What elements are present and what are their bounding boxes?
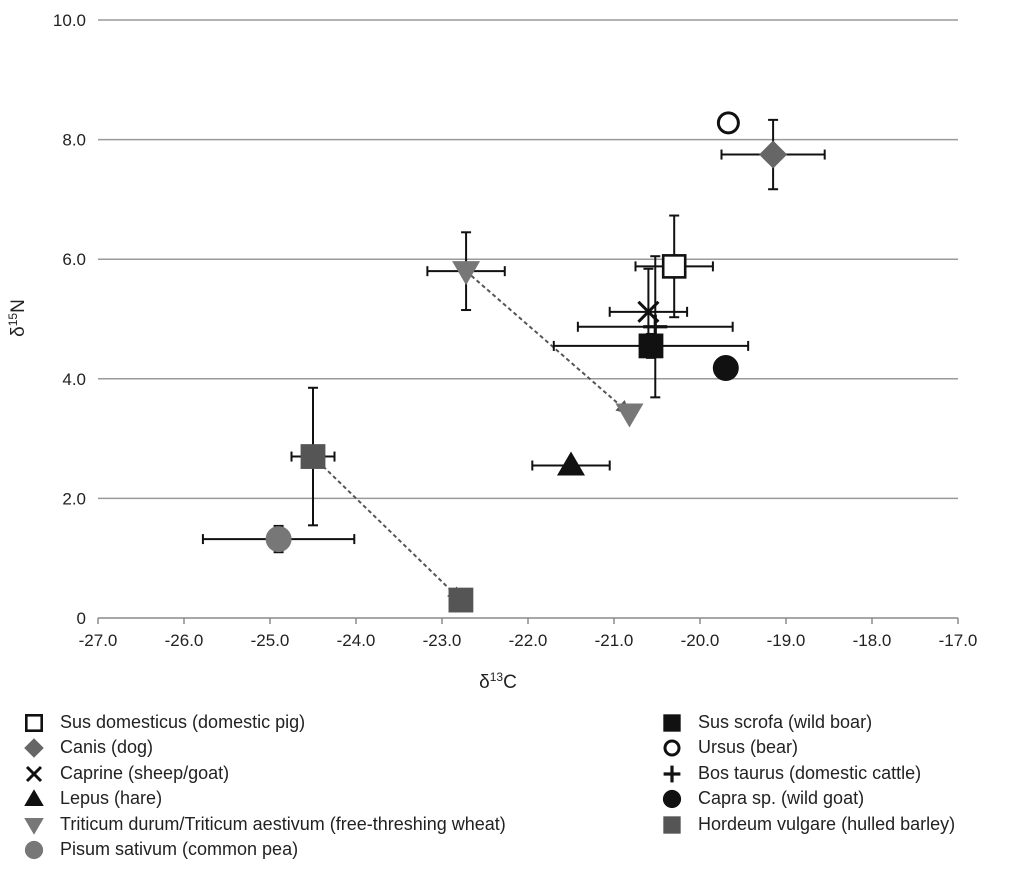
y-tick-label: 6.0 <box>62 250 86 269</box>
legend-label: Bos taurus (domestic cattle) <box>698 762 922 783</box>
legend-marker-shape <box>663 739 681 757</box>
y-tick-label: 2.0 <box>62 489 86 508</box>
data-points <box>201 111 826 613</box>
data-point <box>712 355 739 382</box>
legend-marker <box>24 817 44 835</box>
legend-label: Hordeum vulgare (hulled barley) <box>698 813 956 834</box>
legend-label: Triticum durum/Triticum aestivum (free-t… <box>60 813 506 834</box>
x-tick-label: -20.0 <box>681 631 720 650</box>
data-point <box>557 451 585 476</box>
legend-label: Caprine (sheep/goat) <box>60 762 230 783</box>
scatter-chart: 0 2.0 4.0 6.0 8.0 10.0 -27.0 -26.0 -25.0 -24.0 -23… <box>6 11 977 690</box>
x-tick-label: -24.0 <box>337 631 376 650</box>
axes: 0 2.0 4.0 6.0 8.0 10.0 -27.0 -26.0 -25.0 -24.0 -23… <box>53 11 977 650</box>
legend-marker-shape <box>663 815 681 834</box>
data-point <box>265 526 292 553</box>
legend-marker <box>663 815 681 834</box>
data-point <box>448 587 474 613</box>
legend-label: Ursus (bear) <box>698 737 799 758</box>
legend-marker-shape <box>24 840 44 860</box>
x-tick-label: -26.0 <box>165 631 204 650</box>
legend-label: Pisum sativum (common pea) <box>60 839 299 859</box>
legend-marker-shape <box>24 713 43 732</box>
legend-marker-shape <box>662 790 682 809</box>
data-point <box>615 403 644 428</box>
x-tick-label: -25.0 <box>251 631 290 650</box>
y-tick-label: 8.0 <box>62 131 86 150</box>
legend-label: Sus domesticus (domestic pig) <box>60 712 306 732</box>
y-tick-label: 10.0 <box>53 11 86 30</box>
y-tick-label: 4.0 <box>62 370 86 389</box>
legend-marker <box>24 789 44 807</box>
x-tick-label: -17.0 <box>939 631 978 650</box>
x-tick-label: -23.0 <box>423 631 462 650</box>
data-point <box>300 444 326 469</box>
x-tick-label: -27.0 <box>79 631 118 650</box>
x-tick-label: -21.0 <box>595 631 634 650</box>
legend-label: Capra sp. (wild goat) <box>698 788 865 809</box>
arrow-line <box>312 455 462 602</box>
data-point <box>643 314 668 339</box>
y-axis-label: δ15N <box>6 299 29 337</box>
legend-marker <box>24 738 44 759</box>
legend-marker-shape <box>24 817 44 835</box>
x-axis-label: δ13C <box>479 670 517 690</box>
arrow-line <box>465 270 631 415</box>
legend-label: Lepus (hare) <box>60 788 163 809</box>
legend-marker <box>24 840 44 860</box>
x-tick-label: -22.0 <box>509 631 548 650</box>
legend-marker <box>662 790 682 809</box>
legend-marker-shape <box>663 765 681 783</box>
legend-marker-shape <box>25 765 43 782</box>
legend-marker-shape <box>24 789 44 807</box>
data-point <box>716 111 740 135</box>
legend-label: Sus scrofa (wild boar) <box>698 712 873 732</box>
legend-marker <box>663 739 681 757</box>
x-tick-label: -18.0 <box>853 631 892 650</box>
legend-marker <box>25 765 43 782</box>
legend-marker-shape <box>24 738 44 759</box>
legend-marker <box>663 765 681 783</box>
legend-marker-shape <box>663 714 681 732</box>
legend-label: Canis (dog) <box>60 737 154 758</box>
data-point <box>759 140 788 169</box>
y-tick-label: 0 <box>77 609 86 628</box>
data-point <box>638 333 664 359</box>
trend-arrows <box>312 270 631 602</box>
data-point <box>452 261 481 286</box>
data-point <box>661 254 687 279</box>
grid-lines <box>98 19 958 500</box>
legend-marker <box>24 713 43 732</box>
x-tick-label: -19.0 <box>767 631 806 650</box>
legend-marker <box>663 714 681 732</box>
